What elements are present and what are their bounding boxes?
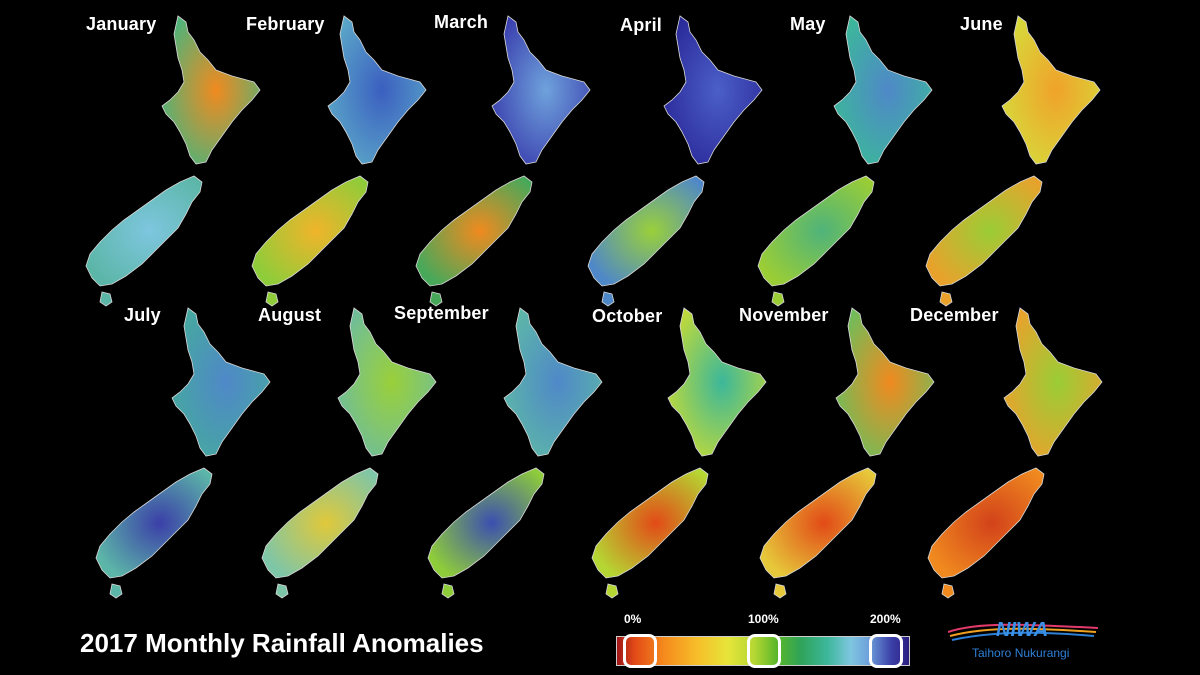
south-island xyxy=(415,175,533,287)
color-legend: 0% 100% 200% xyxy=(612,612,912,672)
nz-map-november xyxy=(756,306,956,606)
legend-tick-0: 0% xyxy=(624,612,642,626)
legend-marker-100 xyxy=(747,634,781,668)
north-island xyxy=(663,15,763,165)
nz-map-october xyxy=(588,306,788,606)
niwa-logo-tagline: Taihoro Nukurangi xyxy=(972,646,1070,660)
north-island xyxy=(1003,307,1103,457)
north-island xyxy=(835,307,935,457)
nz-map-january xyxy=(82,14,282,314)
north-island xyxy=(161,15,261,165)
nz-map-svg xyxy=(415,15,591,307)
nz-map-svg xyxy=(925,15,1101,307)
stewart-island xyxy=(939,291,953,307)
north-island xyxy=(491,15,591,165)
nz-map-svg xyxy=(927,307,1103,599)
nz-map-august xyxy=(258,306,458,606)
south-island xyxy=(927,467,1045,579)
nz-map-june xyxy=(922,14,1122,314)
north-island xyxy=(171,307,271,457)
month-label-september: September xyxy=(394,303,489,323)
nz-map-svg xyxy=(261,307,437,599)
south-island xyxy=(587,175,705,287)
north-island xyxy=(667,307,767,457)
month-label-december: December xyxy=(910,305,999,325)
stewart-island xyxy=(275,583,289,599)
stewart-island xyxy=(941,583,955,599)
north-island xyxy=(1001,15,1101,165)
stewart-island xyxy=(605,583,619,599)
month-label-august: August xyxy=(258,305,322,325)
south-island xyxy=(261,467,379,579)
nz-map-april xyxy=(584,14,784,314)
nz-map-february xyxy=(248,14,448,314)
niwa-logo: NIWA Taihoro Nukurangi xyxy=(947,614,1099,664)
month-label-june: June xyxy=(960,14,1003,34)
nz-map-svg xyxy=(757,15,933,307)
month-label-january: January xyxy=(86,14,157,34)
nz-map-svg xyxy=(95,307,271,599)
month-label-july: July xyxy=(124,305,161,325)
north-island xyxy=(337,307,437,457)
south-island xyxy=(591,467,709,579)
legend-marker-0 xyxy=(623,634,657,668)
south-island xyxy=(85,175,203,287)
nz-map-svg xyxy=(85,15,261,307)
month-label-october: October xyxy=(592,306,663,326)
south-island xyxy=(757,175,875,287)
stewart-island xyxy=(771,291,785,307)
legend-tick-100: 100% xyxy=(748,612,779,626)
nz-map-may xyxy=(754,14,954,314)
south-island xyxy=(251,175,369,287)
stewart-island xyxy=(441,583,455,599)
legend-marker-200 xyxy=(869,634,903,668)
month-label-march: March xyxy=(434,12,489,32)
legend-color-bar xyxy=(616,634,910,668)
north-island xyxy=(327,15,427,165)
north-island xyxy=(833,15,933,165)
stewart-island xyxy=(773,583,787,599)
month-label-april: April xyxy=(620,15,663,35)
south-island xyxy=(95,467,213,579)
month-label-february: February xyxy=(246,14,325,34)
stewart-island xyxy=(265,291,279,307)
south-island xyxy=(925,175,1043,287)
nz-map-svg xyxy=(427,307,603,599)
nz-map-december xyxy=(924,306,1124,606)
stewart-island xyxy=(109,583,123,599)
south-island xyxy=(427,467,545,579)
nz-map-svg xyxy=(591,307,767,599)
page-title: 2017 Monthly Rainfall Anomalies xyxy=(80,628,484,658)
south-island xyxy=(759,467,877,579)
north-island xyxy=(503,307,603,457)
nz-map-march xyxy=(412,14,612,314)
month-label-may: May xyxy=(790,14,826,34)
nz-map-svg xyxy=(587,15,763,307)
stewart-island xyxy=(99,291,113,307)
stewart-island xyxy=(429,291,443,307)
niwa-wordmark: NIWA xyxy=(947,619,1099,641)
stewart-island xyxy=(601,291,615,307)
nz-map-july xyxy=(92,306,292,606)
legend-tick-200: 200% xyxy=(870,612,901,626)
month-label-november: November xyxy=(739,305,829,325)
nz-map-svg xyxy=(759,307,935,599)
niwa-logo-name: NIWA xyxy=(996,619,1048,641)
nz-map-september xyxy=(424,306,624,606)
nz-map-svg xyxy=(251,15,427,307)
